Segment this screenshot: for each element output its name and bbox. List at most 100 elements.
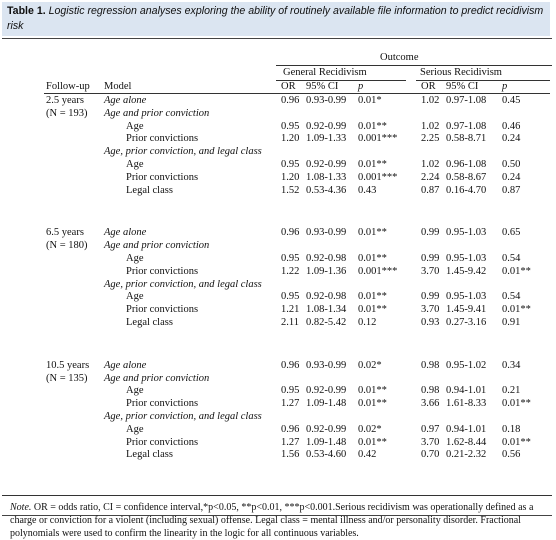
cell-s-ci: 0.94-1.01 xyxy=(446,423,487,435)
cell-s-p: 0.45 xyxy=(502,95,521,106)
cell-g-p: 0.02* xyxy=(358,359,382,371)
followup-cell: (N = 193) xyxy=(46,107,88,119)
cell-s-or: 0.99 xyxy=(421,291,440,303)
model-label: Age and prior conviction xyxy=(104,240,210,252)
header-rule xyxy=(44,93,550,94)
cell-s-p: 0.01** xyxy=(502,265,531,277)
cell-s-or: 0.99 xyxy=(421,227,440,239)
header-followup: Follow-up xyxy=(46,81,90,92)
header-g-p: p xyxy=(358,81,364,92)
model-label: Age, prior conviction, and legal class xyxy=(104,146,262,158)
cell-g-or: 0.95 xyxy=(281,385,300,397)
header-model: Model xyxy=(104,81,132,92)
cell-g-p: 0.001*** xyxy=(358,133,398,145)
cell-s-p: 0.46 xyxy=(502,120,521,132)
caption-label: Table 1. xyxy=(7,5,46,17)
cell-s-ci: 0.58-8.71 xyxy=(446,133,487,145)
cell-g-p: 0.42 xyxy=(358,449,377,461)
variable-label: Age xyxy=(126,423,144,435)
cell-s-ci: 1.62-8.44 xyxy=(446,436,487,448)
model-label: Age and prior conviction xyxy=(104,107,210,119)
model-label: Age alone xyxy=(104,227,147,239)
cell-s-ci: 1.61-8.33 xyxy=(446,398,487,410)
variable-label: Prior convictions xyxy=(126,171,199,183)
cell-g-or: 0.95 xyxy=(281,291,300,303)
cell-g-or: 2.11 xyxy=(281,317,299,328)
cell-g-p: 0.01** xyxy=(358,120,387,132)
cell-s-ci: 1.45-9.42 xyxy=(446,265,487,277)
cell-s-or: 3.70 xyxy=(421,436,440,448)
cell-g-ci: 1.09-1.33 xyxy=(306,133,347,145)
cell-g-ci: 0.92-0.98 xyxy=(306,253,347,264)
variable-label: Age xyxy=(126,159,144,170)
cell-g-p: 0.001*** xyxy=(358,265,398,277)
header-s-p: p xyxy=(502,81,508,92)
cell-s-or: 1.02 xyxy=(421,95,440,106)
outcome-rule xyxy=(276,65,552,66)
cell-g-or: 1.56 xyxy=(281,449,300,461)
cell-s-ci: 0.95-1.03 xyxy=(446,253,487,264)
cell-s-ci: 0.95-1.03 xyxy=(446,291,487,303)
variable-label: Prior convictions xyxy=(126,265,199,277)
cell-s-or: 0.70 xyxy=(421,449,440,461)
cell-s-or: 0.98 xyxy=(421,385,440,397)
cell-g-or: 0.95 xyxy=(281,120,300,132)
cell-g-p: 0.01** xyxy=(358,385,387,397)
cell-s-p: 0.01** xyxy=(502,304,531,316)
cell-g-p: 0.001*** xyxy=(358,171,398,183)
cell-s-p: 0.01** xyxy=(502,436,531,448)
note-label: Note. xyxy=(10,502,32,513)
cell-s-p: 0.24 xyxy=(502,171,521,183)
cell-s-or: 0.99 xyxy=(421,253,440,264)
cell-s-p: 0.56 xyxy=(502,449,521,461)
cell-g-ci: 0.93-0.99 xyxy=(306,95,347,106)
note-text: OR = odds ratio, CI = confidence interva… xyxy=(10,502,534,539)
model-label: Age alone xyxy=(104,95,147,106)
cell-g-or: 0.96 xyxy=(281,423,300,435)
cell-s-p: 0.01** xyxy=(502,398,531,410)
cell-g-p: 0.01** xyxy=(358,304,387,316)
cell-g-ci: 0.92-0.99 xyxy=(306,385,347,397)
cell-s-p: 0.65 xyxy=(502,227,521,239)
cell-g-or: 1.52 xyxy=(281,184,300,196)
cell-s-or: 3.70 xyxy=(421,304,440,316)
cell-g-or: 0.95 xyxy=(281,159,300,170)
cell-g-or: 1.27 xyxy=(281,436,300,448)
cell-s-or: 2.25 xyxy=(421,133,440,145)
followup-cell: (N = 135) xyxy=(46,372,88,384)
cell-s-p: 0.54 xyxy=(502,291,521,303)
cell-s-p: 0.87 xyxy=(502,184,521,196)
cell-g-p: 0.01** xyxy=(358,159,387,170)
cell-g-ci: 0.93-0.99 xyxy=(306,227,347,239)
cell-g-ci: 1.09-1.48 xyxy=(306,398,347,410)
cell-s-or: 1.02 xyxy=(421,120,440,132)
followup-cell: 2.5 years xyxy=(46,95,84,106)
cell-s-ci: 0.96-1.08 xyxy=(446,159,487,170)
cell-s-p: 0.54 xyxy=(502,253,521,264)
cell-s-p: 0.24 xyxy=(502,133,521,145)
model-label: Age, prior conviction, and legal class xyxy=(104,411,262,422)
cell-g-p: 0.12 xyxy=(358,317,377,328)
cell-g-ci: 0.92-0.99 xyxy=(306,120,347,132)
header-s-ci: 95% CI xyxy=(446,81,479,92)
variable-label: Age xyxy=(126,291,144,303)
variable-label: Age xyxy=(126,120,144,132)
cell-g-or: 1.21 xyxy=(281,304,300,316)
table-frame: Outcome General Recidivism Serious Recid… xyxy=(2,38,552,539)
cell-g-or: 0.95 xyxy=(281,253,300,264)
cell-s-ci: 1.45-9.41 xyxy=(446,304,487,316)
cell-g-p: 0.43 xyxy=(358,184,377,196)
cell-g-ci: 1.09-1.36 xyxy=(306,265,347,277)
cell-s-p: 0.18 xyxy=(502,423,521,435)
cell-s-or: 3.70 xyxy=(421,265,440,277)
cell-g-ci: 0.92-0.98 xyxy=(306,291,347,303)
cell-s-or: 3.66 xyxy=(421,398,440,410)
header-s-or: OR xyxy=(421,81,436,92)
cell-g-or: 0.96 xyxy=(281,95,300,106)
header-serious: Serious Recidivism xyxy=(420,67,502,78)
serious-rule xyxy=(416,80,550,81)
cell-s-ci: 0.58-8.67 xyxy=(446,171,487,183)
cell-s-or: 2.24 xyxy=(421,171,440,183)
cell-g-ci: 0.53-4.60 xyxy=(306,449,347,461)
cell-s-ci: 0.95-1.02 xyxy=(446,359,487,371)
